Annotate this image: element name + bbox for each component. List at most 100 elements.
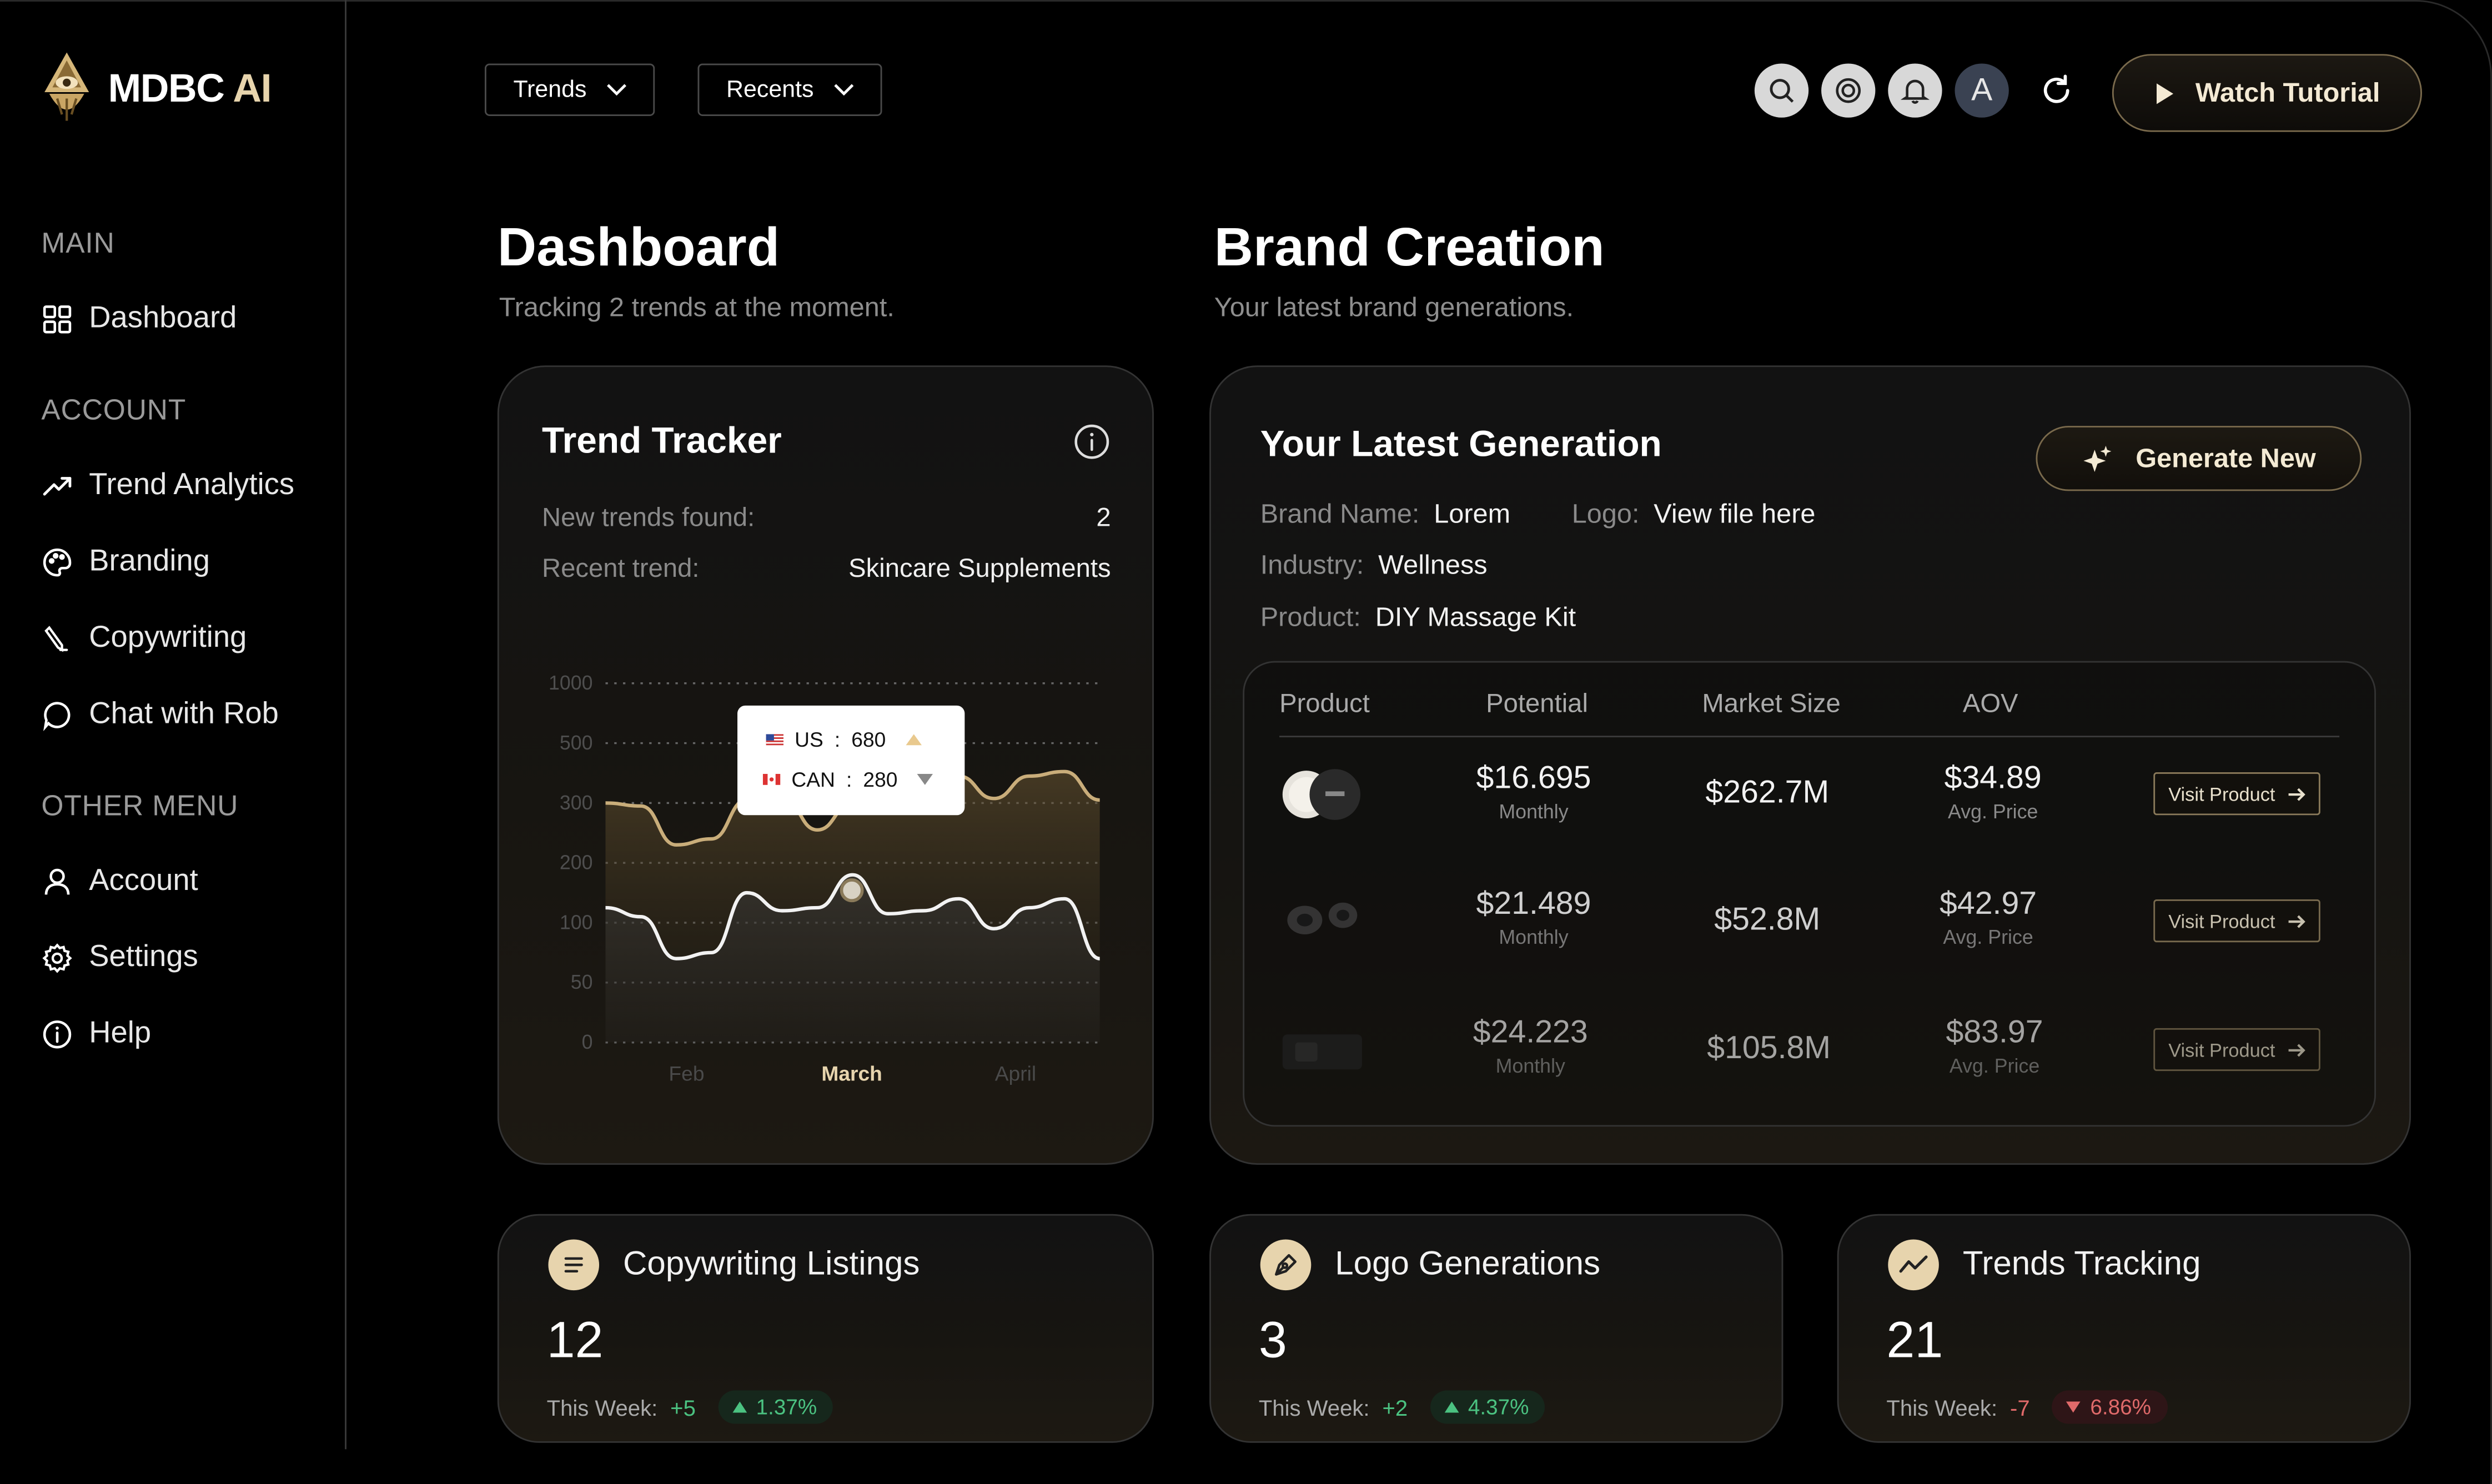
product-thumbnail [1282, 1034, 1362, 1070]
sidebar-item-copywriting[interactable]: Copywriting [41, 621, 247, 656]
pen-nib-icon [1260, 1239, 1312, 1291]
product-thumbnail [1282, 769, 1361, 820]
percent-badge: 4.37% [1430, 1390, 1545, 1424]
visit-product-button[interactable]: Visit Product [2153, 899, 2320, 943]
logo-file-link[interactable]: View file here [1654, 499, 1816, 530]
x-tick-label: April [995, 1062, 1036, 1085]
sidebar-item-settings[interactable]: Settings [41, 940, 198, 975]
section-other-menu: OTHER MENU [41, 789, 239, 822]
y-tick-label: 50 [571, 971, 593, 993]
sidebar-item-label: Account [89, 864, 198, 898]
sidebar-item-branding[interactable]: Branding [41, 545, 210, 580]
trends-dropdown[interactable]: Trends [484, 63, 655, 116]
potential-value: $16.695 [1476, 761, 1591, 796]
avatar[interactable]: A [1955, 63, 2009, 118]
tooltip-value: 280 [863, 767, 898, 792]
dropdown-label: Recents [726, 76, 814, 104]
y-tick-label: 0 [582, 1031, 593, 1053]
latest-generation-card: Your Latest Generation Generate New Bran… [1209, 365, 2411, 1165]
row-label: Recent trend: [542, 554, 700, 583]
trend-tracker-title: Trend Tracker [542, 419, 782, 461]
sidebar-item-trend-analytics[interactable]: Trend Analytics [41, 469, 294, 504]
market-size-value: $105.8M [1707, 1031, 1831, 1067]
search-icon [1770, 79, 1794, 103]
brand-creation-title: Brand Creation [1214, 218, 1605, 278]
section-main: MAIN [41, 227, 115, 259]
tooltip-country: US [795, 727, 823, 752]
watch-tutorial-button[interactable]: Watch Tutorial [2112, 54, 2422, 132]
info-icon[interactable] [1073, 422, 1111, 461]
visit-product-button[interactable]: Visit Product [2153, 1028, 2320, 1072]
sidebar-item-label: Trend Analytics [89, 469, 295, 502]
field-value: Lorem [1434, 499, 1511, 530]
logo-generations-card[interactable]: Logo Generations 3 This Week: +2 4.37% [1209, 1214, 1783, 1443]
trend-tracker-card: Trend Tracker New trends found: 2 Recent… [497, 365, 1154, 1165]
field-label: Product: [1260, 602, 1361, 633]
arrow-right-icon [2288, 914, 2305, 928]
x-tick-label: March [821, 1062, 882, 1085]
aov-value: $83.97 [1946, 1015, 2043, 1050]
trends-tracking-card[interactable]: Trends Tracking 21 This Week: -7 6.86% [1837, 1214, 2411, 1443]
sidebar-item-chat-with-rob[interactable]: Chat with Rob [41, 698, 279, 733]
triangle-down-icon [2066, 1401, 2081, 1413]
tooltip-country: CAN [791, 767, 835, 792]
potential-sub: Monthly [1495, 1055, 1565, 1078]
visit-product-button[interactable]: Visit Product [2153, 772, 2320, 816]
aov-sub: Avg. Price [1949, 1055, 2040, 1078]
latest-generation-title: Your Latest Generation [1260, 422, 1662, 464]
column-header-potential: Potential [1486, 690, 1588, 718]
percent-badge: 1.37% [717, 1390, 833, 1424]
aov-value: $34.89 [1944, 761, 2042, 796]
percent-value: 6.86% [2090, 1395, 2151, 1419]
generate-new-button[interactable]: Generate New [2036, 426, 2362, 491]
week-delta: +2 [1382, 1394, 1408, 1420]
trend-up-icon [43, 477, 72, 496]
tooltip-us: US : 680 [766, 728, 922, 752]
tooltip-can: CAN : 280 [762, 767, 933, 792]
dashboard-subtitle: Tracking 2 trends at the moment. [499, 292, 895, 323]
brand-creation-subtitle: Your latest brand generations. [1214, 292, 1574, 323]
highlight-point [840, 878, 864, 903]
sidebar-item-account[interactable]: Account [41, 864, 198, 899]
industry-field: Industry: Wellness [1260, 550, 1488, 581]
brand-name-field: Brand Name: Lorem [1260, 499, 1510, 531]
eye-pyramid-logo-icon [44, 52, 89, 121]
sidebar-item-help[interactable]: Help [41, 1017, 151, 1052]
week-label: This Week: [546, 1394, 658, 1420]
week-label: This Week: [1258, 1394, 1370, 1420]
info-icon [43, 1020, 72, 1049]
potential-value: $21.489 [1476, 887, 1591, 922]
week-label: This Week: [1886, 1394, 1998, 1420]
week-delta: -7 [2010, 1394, 2030, 1420]
target-icon [1836, 78, 1861, 103]
visit-label: Visit Product [2168, 909, 2275, 932]
search-button[interactable] [1754, 63, 1809, 118]
grid-icon [43, 305, 72, 334]
field-value: Wellness [1378, 550, 1488, 580]
stat-week-row: This Week: +5 1.37% [546, 1390, 833, 1424]
trend-line-icon [1888, 1239, 1939, 1291]
refresh-button[interactable] [2037, 72, 2076, 118]
stat-value: 21 [1886, 1311, 1943, 1369]
field-label: Logo: [1571, 499, 1640, 530]
potential-value: $24.223 [1473, 1015, 1588, 1050]
notifications-button[interactable] [1888, 63, 1942, 118]
arrow-right-icon [2288, 1043, 2305, 1057]
copywriting-listings-card[interactable]: Copywriting Listings 12 This Week: +5 1.… [497, 1214, 1154, 1443]
sidebar-item-dashboard[interactable]: Dashboard [41, 302, 237, 337]
brand-logo[interactable]: MDBC AI [41, 51, 272, 127]
y-tick-label: 500 [560, 732, 593, 754]
pen-icon [44, 626, 68, 652]
target-button[interactable] [1821, 63, 1876, 118]
market-size-value: $52.8M [1714, 902, 1821, 938]
aov-sub: Avg. Price [1947, 801, 2038, 823]
chat-icon [43, 702, 71, 731]
stat-value: 12 [546, 1311, 604, 1369]
tutorial-label: Watch Tutorial [2195, 77, 2380, 108]
sidebar-item-label: Help [89, 1017, 152, 1050]
can-series-line [605, 873, 1101, 960]
bell-icon [1901, 79, 1930, 104]
potential-cell: $24.223 Monthly [1443, 1015, 1618, 1078]
recents-dropdown[interactable]: Recents [697, 63, 882, 116]
